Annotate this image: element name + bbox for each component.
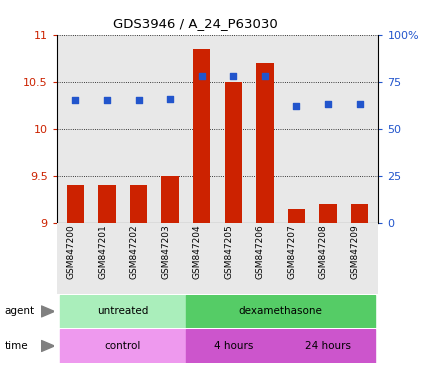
Text: untreated: untreated <box>97 306 148 316</box>
Text: GSM847200: GSM847200 <box>66 224 76 279</box>
Bar <box>59 295 185 328</box>
Text: GSM847207: GSM847207 <box>287 224 296 279</box>
Bar <box>185 295 375 328</box>
Point <box>324 101 331 107</box>
Text: GSM847208: GSM847208 <box>318 224 327 279</box>
Bar <box>67 185 84 223</box>
Text: agent: agent <box>4 306 34 316</box>
Text: GSM847202: GSM847202 <box>129 224 138 279</box>
Point <box>103 97 110 103</box>
Bar <box>59 329 185 363</box>
Text: dexamethasone: dexamethasone <box>238 306 322 316</box>
Point <box>261 73 268 79</box>
Text: GDS3946 / A_24_P63030: GDS3946 / A_24_P63030 <box>113 17 277 30</box>
Bar <box>185 329 280 363</box>
Point <box>355 101 362 107</box>
Point <box>292 103 299 109</box>
Bar <box>98 185 115 223</box>
Point <box>229 73 236 79</box>
Point <box>166 96 173 102</box>
Text: GSM847206: GSM847206 <box>255 224 264 279</box>
Text: GSM847205: GSM847205 <box>224 224 233 279</box>
Bar <box>224 82 241 223</box>
Bar <box>350 204 367 223</box>
Text: time: time <box>4 341 28 351</box>
Bar <box>193 49 210 223</box>
Text: GSM847209: GSM847209 <box>350 224 358 279</box>
Text: GSM847203: GSM847203 <box>161 224 170 279</box>
Polygon shape <box>41 306 54 317</box>
Point <box>198 73 205 79</box>
Text: control: control <box>105 341 141 351</box>
Text: GSM847204: GSM847204 <box>192 224 201 279</box>
Text: 4 hours: 4 hours <box>213 341 253 351</box>
Bar <box>280 329 375 363</box>
Polygon shape <box>41 341 54 351</box>
Bar <box>287 209 304 223</box>
Point <box>72 97 79 103</box>
Bar <box>319 204 336 223</box>
Bar <box>161 176 178 223</box>
Bar <box>256 63 273 223</box>
Point <box>135 97 142 103</box>
Text: 24 hours: 24 hours <box>304 341 350 351</box>
Text: GSM847201: GSM847201 <box>98 224 107 279</box>
Bar <box>130 185 147 223</box>
